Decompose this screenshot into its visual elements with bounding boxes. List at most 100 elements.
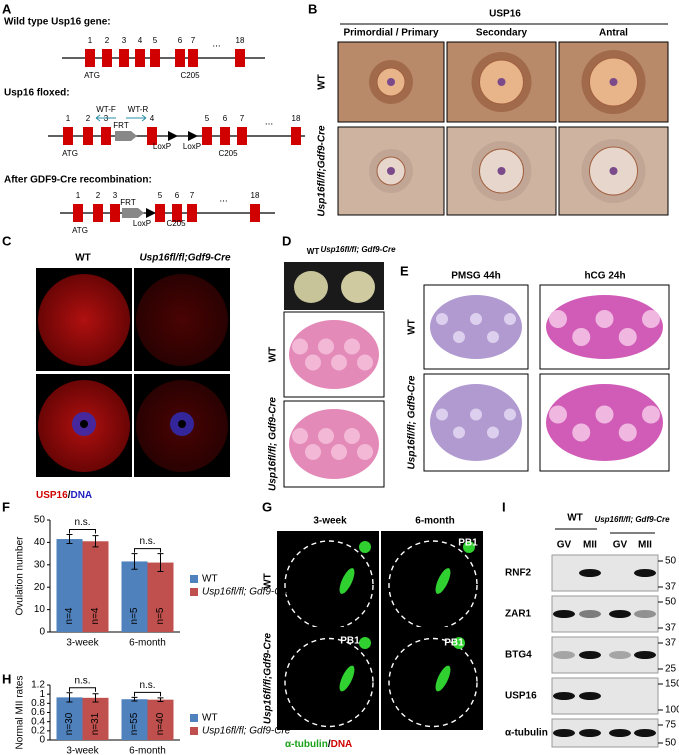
marker: C205: [218, 149, 238, 158]
size-marker: 37: [665, 582, 677, 593]
exon: [202, 127, 212, 145]
micrograph: [381, 627, 483, 730]
panel-label: I: [502, 499, 506, 514]
shape: [318, 428, 334, 444]
exon-number: 1: [66, 114, 71, 123]
exon: [119, 49, 129, 67]
exon-number: 1: [76, 191, 81, 200]
shape: [318, 338, 334, 355]
exon-number: 2: [105, 36, 110, 45]
exon: [250, 204, 260, 222]
y-tick-label: 20: [34, 582, 46, 593]
significance-bracket: [134, 548, 161, 553]
column-label: 3-week: [313, 516, 347, 527]
exon-number: 2: [96, 191, 101, 200]
shape: [292, 338, 308, 355]
polar-body-label: PB1: [444, 638, 464, 649]
exon-number: 5: [153, 36, 158, 45]
row-label: WT: [263, 573, 274, 589]
bar: [147, 699, 174, 740]
exon-number: 18: [251, 191, 260, 200]
significance-label: n.s.: [74, 675, 90, 686]
error-bar: [157, 697, 164, 702]
marker: LoxP: [133, 219, 151, 228]
column-label: Usp16fl/fl;Gdf9-Cre: [139, 253, 231, 264]
y-tick-label: 0.2: [31, 725, 45, 736]
legend-swatch: [190, 588, 198, 596]
shape: [331, 354, 347, 371]
band: [634, 651, 656, 659]
shape: [595, 405, 614, 424]
row-label: Usp16fl/fl; Gdf9-Cre: [407, 375, 418, 469]
protein-label: USP16: [505, 691, 537, 702]
band: [553, 729, 575, 737]
shape: [436, 408, 448, 421]
significance-label: n.s.: [139, 680, 155, 691]
size-marker: 50: [665, 556, 677, 567]
panel-label: B: [308, 1, 317, 16]
column-label: WT: [75, 253, 91, 264]
significance-bracket: [69, 687, 96, 692]
shape: [609, 167, 618, 175]
shape: [504, 313, 516, 325]
exon: [220, 127, 230, 145]
shape: [38, 274, 130, 366]
exon: [237, 127, 247, 145]
shape: [305, 444, 321, 460]
exon: [172, 204, 182, 222]
shape: [470, 408, 482, 421]
column-label: PMSG 44h: [451, 271, 500, 282]
exon: [102, 49, 112, 67]
n-label: n=5: [155, 607, 166, 624]
panel-label: E: [400, 263, 409, 278]
shape: [305, 354, 321, 371]
row-title: After GDF9-Cre recombination:: [4, 175, 152, 186]
frt: [122, 208, 144, 218]
band: [579, 610, 601, 618]
y-axis-label: Normal MII rates: [15, 676, 26, 750]
shape: [359, 637, 371, 649]
band: [609, 610, 631, 618]
exon-number: 7: [240, 114, 245, 123]
y-tick-label: 10: [34, 604, 46, 615]
exon: [135, 49, 145, 67]
shape: [572, 328, 591, 346]
panel-label: F: [2, 499, 10, 514]
column-label: hCG 24h: [584, 271, 625, 282]
shape: [357, 444, 373, 460]
legend-swatch: [190, 714, 198, 722]
exon-number: 5: [205, 114, 210, 123]
size-marker: 100: [665, 705, 679, 716]
row-label: Usp16fl/fl; Gdf9-Cre: [268, 397, 279, 491]
exon: [291, 127, 301, 145]
error-bar: [92, 693, 99, 703]
significance-label: n.s.: [139, 536, 155, 547]
shape: [388, 637, 478, 728]
polar-body-label: PB1: [340, 636, 360, 647]
shape: [331, 444, 347, 460]
size-marker: 25: [665, 664, 677, 675]
shape: [609, 78, 618, 86]
spindle: [339, 568, 355, 594]
exon: [85, 49, 95, 67]
primer-arrow: [95, 114, 116, 122]
size-marker: 37: [665, 623, 677, 634]
shape: [618, 423, 637, 442]
column-label: Secondary: [476, 28, 528, 39]
exon: [175, 49, 185, 67]
shape: [453, 331, 465, 343]
marker: LoxP: [153, 142, 171, 151]
n-label: n=30: [64, 712, 75, 735]
row-label: WT: [407, 319, 418, 335]
lane-label: MII: [638, 540, 652, 551]
exon: [73, 204, 83, 222]
shape: [388, 540, 478, 630]
panel-label: D: [282, 233, 291, 248]
stain-part: /: [68, 490, 71, 501]
shape: [504, 408, 516, 421]
row-label: WT: [317, 74, 328, 90]
lane-label: MII: [583, 540, 597, 551]
group-label: Usp16fl/fl; Gdf9-Cre: [594, 515, 670, 524]
shape: [387, 167, 395, 175]
